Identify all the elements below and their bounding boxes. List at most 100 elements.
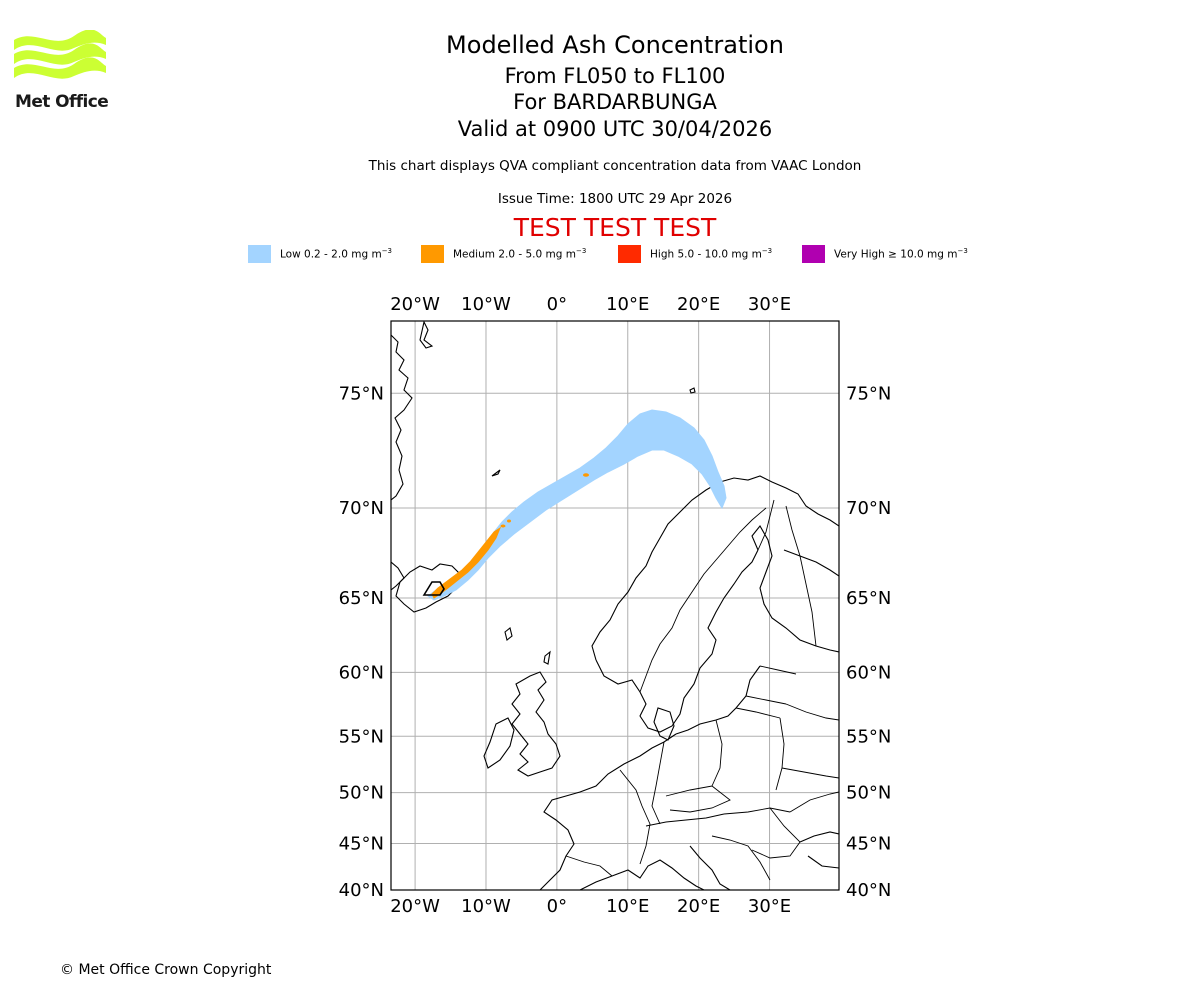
met-office-logo: Met Office	[14, 29, 109, 112]
map-frame	[390, 320, 840, 891]
flight-level-range: From FL050 to FL100	[504, 64, 726, 88]
border-czech	[665, 785, 731, 813]
volcano-source-box	[422, 581, 445, 596]
gridlines	[391, 321, 839, 890]
lon-label-bottom-3: 10°E	[606, 896, 649, 917]
logo-text: Met Office	[15, 92, 109, 112]
chart-title: Modelled Ash Concentration	[446, 31, 784, 59]
coast-bear-island	[689, 387, 696, 394]
issue-time: Issue Time: 1800 UTC 29 Apr 2026	[497, 191, 733, 207]
coast-shetland	[543, 650, 551, 665]
coast-black-sea	[799, 831, 839, 869]
border-finland-russia	[785, 505, 817, 647]
coast-ireland	[483, 717, 515, 769]
lon-labels-top: 20°W 10°W 0° 10°E 20°E 30°E	[390, 294, 791, 315]
coast-great-britain	[511, 671, 561, 777]
coast-faroes	[504, 627, 513, 641]
lon-label-bottom-4: 20°E	[677, 896, 720, 917]
lat-label-left-0: 75°N	[339, 383, 384, 404]
chart-description: This chart displays QVA compliant concen…	[368, 158, 862, 174]
lat-label-left-1: 70°N	[339, 498, 384, 519]
met-office-waves-icon	[14, 29, 106, 79]
coast-norway	[591, 475, 839, 661]
border-baltics	[735, 665, 797, 719]
border-sweden-finland	[757, 499, 775, 551]
lat-label-left-7: 40°N	[339, 880, 384, 901]
lat-label-right-0: 75°N	[846, 383, 891, 404]
coast-balkans	[689, 845, 731, 890]
ash-cloud-medium-fleck-2	[507, 519, 511, 523]
lat-label-right-6: 45°N	[846, 833, 891, 854]
coast-continent	[539, 733, 677, 890]
border-germany-west	[651, 741, 665, 825]
lon-label-top-3: 10°E	[606, 294, 649, 315]
legend-swatch-high	[618, 245, 641, 263]
coast-sweden-south	[595, 549, 759, 733]
border-romania	[751, 807, 801, 859]
lat-label-left-2: 65°N	[339, 588, 384, 609]
ash-cloud-medium-fleck-3	[583, 473, 589, 477]
legend-item-very-high: Very High ≥ 10.0 mg m−3	[802, 245, 968, 263]
border-ukraine	[789, 791, 839, 813]
logo-wave-3	[14, 57, 106, 79]
lon-label-top-1: 10°W	[461, 294, 511, 315]
lon-label-bottom-2: 0°	[547, 896, 567, 917]
lat-label-right-7: 40°N	[846, 880, 891, 901]
legend-label-high: High 5.0 - 10.0 mg m−3	[650, 247, 773, 261]
coast-kola	[783, 549, 839, 577]
copyright-notice: © Met Office Crown Copyright	[60, 962, 272, 978]
ash-cloud-medium-fleck-1	[500, 524, 506, 528]
border-norway-sweden	[639, 507, 767, 693]
border-alps	[645, 813, 725, 827]
lon-label-top-4: 20°E	[677, 294, 720, 315]
lat-labels-left: 75°N 70°N 65°N 60°N 55°N 50°N 45°N 40°N	[339, 383, 384, 901]
border-balkans-1	[711, 835, 771, 881]
border-austria-hungary	[723, 807, 791, 815]
legend-label-medium: Medium 2.0 - 5.0 mg m−3	[453, 247, 587, 261]
lon-label-top-5: 30°E	[748, 294, 791, 315]
legend-item-medium: Medium 2.0 - 5.0 mg m−3	[421, 245, 586, 263]
coast-greenland-2	[391, 561, 405, 591]
logo-wave-1	[14, 29, 106, 51]
coast-baltic	[675, 665, 761, 735]
coast-denmark	[653, 707, 675, 741]
coast-greenland	[391, 334, 413, 501]
lon-label-bottom-5: 30°E	[748, 896, 791, 917]
volcano-name: For BARDARBUNGA	[513, 90, 717, 114]
lat-label-left-3: 60°N	[339, 662, 384, 683]
legend-swatch-medium	[421, 245, 444, 263]
lat-label-left-5: 50°N	[339, 783, 384, 804]
legend-label-low: Low 0.2 - 2.0 mg m−3	[280, 247, 393, 261]
valid-time: Valid at 0900 UTC 30/04/2026	[457, 117, 773, 141]
lon-label-bottom-1: 10°W	[461, 896, 511, 917]
country-borders	[565, 499, 839, 881]
lon-label-top-0: 20°W	[390, 294, 440, 315]
legend-label-very-high: Very High ≥ 10.0 mg m−3	[834, 247, 968, 261]
lon-labels-bottom: 20°W 10°W 0° 10°E 20°E 30°E	[390, 896, 791, 917]
border-poland-east	[775, 717, 785, 791]
lat-label-left-4: 55°N	[339, 726, 384, 747]
lat-label-right-4: 55°N	[846, 726, 891, 747]
logo-wave-2	[14, 43, 106, 65]
lon-label-top-2: 0°	[547, 294, 567, 315]
lat-label-left-6: 45°N	[339, 833, 384, 854]
lat-label-right-3: 60°N	[846, 662, 891, 683]
border-belarus	[781, 703, 839, 779]
coastlines	[391, 321, 839, 890]
lat-label-right-1: 70°N	[846, 498, 891, 519]
ash-cloud-low	[427, 409, 727, 601]
lon-label-bottom-0: 20°W	[390, 896, 440, 917]
coast-greenland-islet	[419, 321, 434, 349]
legend-swatch-very-high	[802, 245, 825, 263]
coast-mediterranean	[579, 859, 705, 890]
ash-cloud-medium	[431, 526, 502, 599]
test-banner: TEST TEST TEST	[513, 213, 717, 242]
lat-label-right-2: 65°N	[846, 588, 891, 609]
border-france-east	[619, 769, 651, 865]
border-germany-poland	[711, 719, 723, 787]
legend-item-high: High 5.0 - 10.0 mg m−3	[618, 245, 772, 263]
legend-swatch-low	[248, 245, 271, 263]
coast-jan-mayen	[491, 469, 501, 477]
